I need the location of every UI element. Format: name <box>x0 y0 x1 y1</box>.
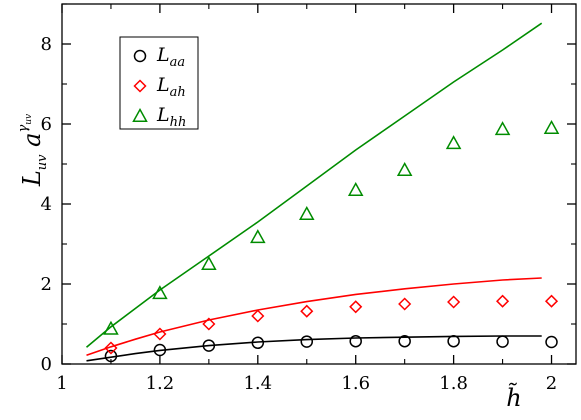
y-axis-label-part-3: γ <box>16 125 31 133</box>
legend-marker-hh <box>132 107 148 122</box>
data-point-hh <box>103 320 119 335</box>
data-point-hh <box>445 135 462 150</box>
data-point-aa <box>349 334 362 348</box>
data-point-ah <box>251 309 265 323</box>
y-tick-label: 2 <box>41 274 52 295</box>
data-point-ah <box>544 294 559 308</box>
x-tick-label: 2 <box>546 373 557 394</box>
data-point-aa <box>251 336 265 350</box>
x-axis-label: h̃ <box>506 383 521 412</box>
data-point-aa <box>202 339 216 352</box>
x-tick-label: 1 <box>56 373 67 394</box>
y-axis-label-part-1: uv <box>35 154 50 170</box>
legend-label-sub-ah: ah <box>170 85 186 100</box>
data-point-aa <box>496 335 509 348</box>
data-point-hh <box>494 121 511 136</box>
y-tick-label: 4 <box>41 194 52 215</box>
x-tick-label: 1.6 <box>341 373 370 394</box>
x-tick-label: 1.2 <box>146 373 175 394</box>
series-line-ah <box>86 277 542 356</box>
data-point-ah <box>496 294 510 308</box>
data-point-hh <box>298 205 315 220</box>
data-point-ah <box>300 304 314 318</box>
data-point-hh <box>543 119 560 134</box>
legend-label-sub-aa: aa <box>170 55 186 70</box>
y-axis-label-part-2: a <box>18 133 46 155</box>
data-point-aa <box>447 334 460 348</box>
plot-frame <box>61 3 577 365</box>
data-point-hh <box>396 161 413 176</box>
axis-labels: h̃Luv aγuv <box>16 114 522 412</box>
legend-marker-ah <box>133 79 147 93</box>
data-point-aa <box>300 335 314 348</box>
data-point-ah <box>349 300 363 314</box>
data-point-aa <box>545 335 558 349</box>
data-point-hh <box>347 181 364 196</box>
legend-box <box>119 36 199 130</box>
data-point-ah <box>202 317 216 331</box>
data-point-ah <box>447 295 461 309</box>
data-point-hh <box>152 285 168 300</box>
series-line-aa <box>86 335 542 362</box>
y-tick-label: 0 <box>41 354 52 375</box>
axes: 1 1.2 1.4 1.6 1.8 2 0 2 4 6 8 <box>41 3 577 394</box>
x-tick-label: 1.8 <box>439 373 468 394</box>
data-point-hh <box>201 255 217 270</box>
legend-label-hh: Lhh <box>156 104 186 130</box>
data-point-ah <box>104 341 118 355</box>
y-axis-label: Luv aγuv <box>16 114 50 187</box>
data-point-hh <box>250 229 266 244</box>
plot-area <box>85 22 560 363</box>
x-tick-label: 1.4 <box>243 373 272 394</box>
data-point-ah <box>153 327 167 341</box>
y-tick-label: 8 <box>41 34 52 55</box>
legend-label-sub-hh: hh <box>170 115 187 130</box>
y-axis-label-part-4: uv <box>24 114 34 125</box>
data-point-aa <box>398 334 411 348</box>
legend-marker-aa <box>133 49 147 63</box>
data-point-ah <box>398 297 412 311</box>
series-line-hh <box>85 22 543 348</box>
y-axis-label-part-0: L <box>18 170 46 187</box>
y-tick-label: 6 <box>41 114 52 135</box>
